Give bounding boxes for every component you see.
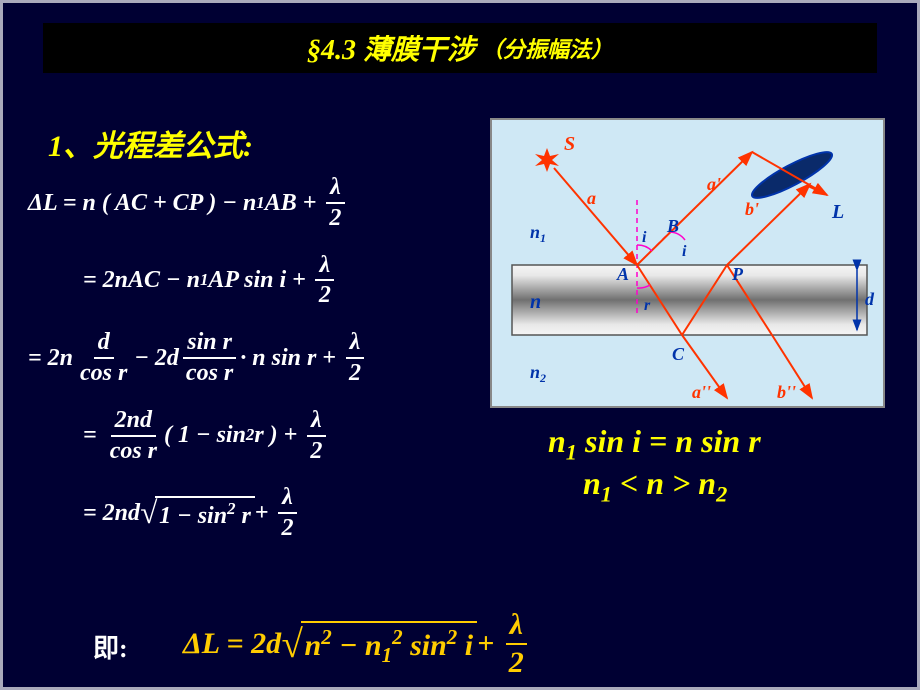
eq-line-4: = 2ndcos r ( 1 − sin2 r ) + λ2: [83, 406, 483, 466]
eq-line-3: = 2n dcos r − 2d sin rcos r · n sin r + …: [28, 328, 483, 388]
section-label: 1、光程差公式:: [48, 121, 253, 165]
label-a3: a'': [692, 382, 711, 402]
ray-b-focus: [808, 186, 827, 195]
label-P: P: [731, 264, 744, 284]
label-A: A: [616, 264, 629, 284]
eq-line-5: = 2nd √1 − sin2 r + λ2: [83, 483, 483, 543]
label-C: C: [672, 344, 685, 364]
title-bar: §4.3 薄膜干涉 （分振幅法）: [43, 23, 877, 73]
snell-law: n1 sin i = n sin r: [548, 423, 761, 465]
label-n2: n2: [530, 362, 546, 385]
label-r: r: [644, 297, 651, 314]
label-a2: a': [707, 174, 721, 194]
label-S: S: [564, 133, 575, 155]
title-main: §4.3 薄膜干涉: [307, 28, 475, 68]
title-sub: （分振幅法）: [481, 32, 613, 64]
label-i2: i: [682, 243, 687, 260]
ray-a-prime: [637, 152, 752, 265]
final-equation: ΔL = 2d √ n2 − n12 sin2 i + λ2: [183, 607, 531, 681]
eq-line-1: ΔL = n ( AC + CP ) − n1 AB + λ2: [28, 173, 483, 233]
label-L: L: [831, 201, 844, 223]
index-inequality: n1 < n > n2: [583, 465, 727, 507]
eq-line-2: = 2nAC − n1 AP sin i + λ2: [83, 251, 483, 311]
label-b3: b'': [777, 382, 796, 402]
label-a: a: [587, 188, 596, 208]
label-b2: b': [745, 199, 759, 219]
label-i: i: [642, 229, 647, 246]
final-label: 即:: [93, 628, 128, 665]
ray-sa: [554, 168, 637, 265]
equations-block: ΔL = n ( AC + CP ) − n1 AB + λ2 = 2nAC −…: [28, 173, 483, 561]
label-n: n: [530, 291, 541, 313]
label-n1: n1: [530, 222, 546, 245]
label-B: B: [666, 216, 679, 236]
diagram: S a a' b' L n1 i i B A P n r d n2 C a'' …: [490, 118, 885, 408]
diagram-svg: S a a' b' L n1 i i B A P n r d n2 C a'' …: [492, 120, 887, 410]
label-d: d: [865, 289, 875, 309]
